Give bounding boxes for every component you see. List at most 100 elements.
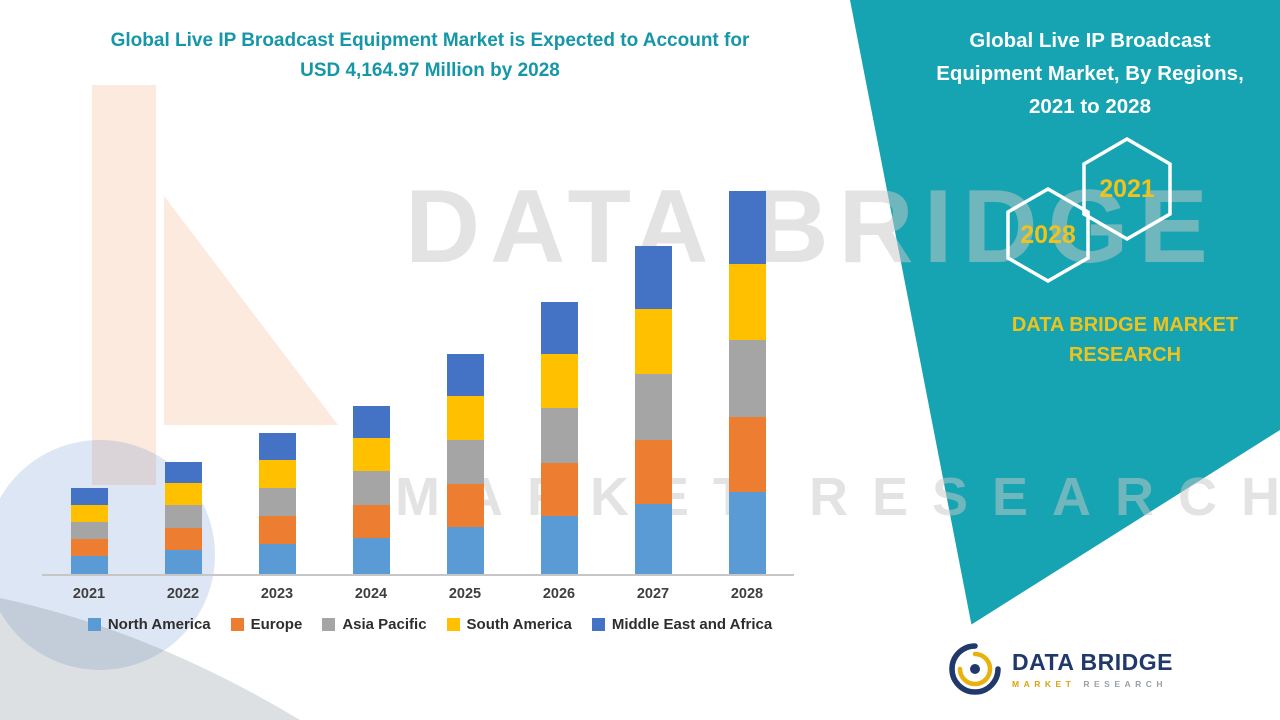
legend-swatch-south-america bbox=[446, 618, 460, 631]
stacked-bar-2023 bbox=[258, 433, 296, 574]
segment-asia-pacific-2023 bbox=[258, 488, 296, 516]
chart-legend: North America Europe Asia Pacific South Ame… bbox=[10, 616, 850, 633]
legend-label-asia-pacific: Asia Pacific bbox=[342, 616, 427, 633]
segment-asia-pacific-2027 bbox=[634, 374, 672, 440]
bar-slot-2023 bbox=[230, 433, 324, 574]
stacked-bar-2028 bbox=[728, 191, 766, 574]
segment-europe-2026 bbox=[540, 463, 578, 516]
stacked-bar-2025 bbox=[446, 354, 484, 574]
segment-middle-east-and-africa-2025 bbox=[446, 354, 484, 396]
segment-north-america-2028 bbox=[728, 492, 766, 574]
brand-text-line2: RESEARCH bbox=[1068, 344, 1182, 366]
bar-slot-2028 bbox=[700, 191, 794, 574]
logo-text: DATA BRIDGE MARKET RESEARCH bbox=[1012, 649, 1173, 689]
legend-item-north-america: North America bbox=[87, 616, 211, 633]
segment-europe-2023 bbox=[258, 516, 296, 544]
x-axis-label-2025: 2025 bbox=[448, 586, 482, 602]
segment-south-america-2027 bbox=[634, 309, 672, 374]
legend-item-europe: Europe bbox=[230, 616, 303, 633]
bar-slot-2026 bbox=[512, 302, 606, 574]
segment-north-america-2022 bbox=[164, 550, 202, 574]
bar-slot-2025 bbox=[418, 354, 512, 574]
segment-asia-pacific-2025 bbox=[446, 440, 484, 484]
page-title-line1: Global Live IP Broadcast Equipment Marke… bbox=[110, 30, 750, 51]
segment-europe-2022 bbox=[164, 528, 202, 550]
segment-middle-east-and-africa-2026 bbox=[540, 302, 578, 354]
bar-slot-2022 bbox=[136, 462, 230, 574]
segment-middle-east-and-africa-2028 bbox=[728, 191, 766, 264]
legend-label-south-america: South America bbox=[466, 616, 572, 633]
legend-item-south-america: South America bbox=[446, 616, 572, 633]
dbmr-logo: DATA BRIDGE MARKET RESEARCH bbox=[948, 642, 1173, 696]
segment-asia-pacific-2021 bbox=[70, 522, 108, 539]
dbmr-logo-icon bbox=[949, 643, 1001, 695]
x-axis-label-2026: 2026 bbox=[542, 586, 576, 602]
brand-text: DATA BRIDGE MARKET RESEARCH bbox=[965, 310, 1280, 370]
legend-item-middle-east-and-africa: Middle East and Africa bbox=[591, 616, 773, 633]
stacked-bar-2021 bbox=[70, 488, 108, 574]
segment-asia-pacific-2022 bbox=[164, 505, 202, 528]
legend-swatch-asia-pacific bbox=[322, 618, 336, 631]
segment-north-america-2021 bbox=[70, 556, 108, 574]
logo-subtext-research: RESEARCH bbox=[1083, 679, 1168, 689]
segment-south-america-2023 bbox=[258, 460, 296, 488]
x-axis-label-2021: 2021 bbox=[72, 586, 106, 602]
x-axis-label-2024: 2024 bbox=[354, 586, 388, 602]
hexagon-2021-label: 2021 bbox=[1099, 175, 1155, 203]
stacked-bar-2022 bbox=[164, 462, 202, 574]
panel-title: Global Live IP Broadcast Equipment Marke… bbox=[920, 24, 1260, 124]
segment-north-america-2026 bbox=[540, 516, 578, 574]
legend-label-europe: Europe bbox=[250, 616, 303, 633]
bar-slot-2021 bbox=[42, 488, 136, 574]
segment-south-america-2021 bbox=[70, 505, 108, 522]
segment-south-america-2022 bbox=[164, 483, 202, 505]
logo-name: DATA BRIDGE bbox=[1012, 649, 1173, 675]
bar-slot-2027 bbox=[606, 246, 700, 574]
legend-swatch-europe bbox=[230, 618, 244, 631]
hexagon-2028-label: 2028 bbox=[1020, 221, 1076, 249]
stacked-bar-2027 bbox=[634, 246, 672, 574]
legend-swatch-middle-east-and-africa bbox=[591, 618, 605, 631]
hexagon-2021 bbox=[1082, 136, 1172, 242]
segment-south-america-2025 bbox=[446, 396, 484, 440]
panel-title-line3: 2021 to 2028 bbox=[1029, 95, 1151, 119]
segment-europe-2028 bbox=[728, 417, 766, 492]
legend-label-north-america: North America bbox=[107, 616, 211, 633]
bar-slot-2024 bbox=[324, 406, 418, 574]
segment-europe-2025 bbox=[446, 484, 484, 527]
x-axis-label-2022: 2022 bbox=[166, 586, 200, 602]
x-axis-label-2023: 2023 bbox=[260, 586, 294, 602]
x-axis-label-2028: 2028 bbox=[730, 586, 764, 602]
segment-north-america-2027 bbox=[634, 504, 672, 574]
panel-title-line2: Equipment Market, By Regions, bbox=[936, 62, 1244, 86]
hexagon-2028 bbox=[1006, 186, 1090, 284]
segment-north-america-2025 bbox=[446, 527, 484, 574]
segment-asia-pacific-2028 bbox=[728, 340, 766, 417]
segment-europe-2021 bbox=[70, 539, 108, 556]
segment-middle-east-and-africa-2021 bbox=[70, 488, 108, 505]
segment-south-america-2024 bbox=[352, 438, 390, 471]
stacked-bar-2024 bbox=[352, 406, 390, 574]
x-axis-label-2027: 2027 bbox=[636, 586, 670, 602]
segment-asia-pacific-2024 bbox=[352, 471, 390, 505]
brand-text-line1: DATA BRIDGE MARKET bbox=[1011, 314, 1239, 336]
legend-item-asia-pacific: Asia Pacific bbox=[322, 616, 427, 633]
segment-middle-east-and-africa-2027 bbox=[634, 246, 672, 309]
x-axis-labels: 2021 2022 2023 2024 2025 2026 2027 2028 bbox=[42, 586, 794, 602]
segment-europe-2027 bbox=[634, 440, 672, 504]
legend-swatch-north-america bbox=[87, 618, 101, 631]
stacked-bar-2026 bbox=[540, 302, 578, 574]
segment-north-america-2024 bbox=[352, 538, 390, 574]
segment-middle-east-and-africa-2023 bbox=[258, 433, 296, 460]
segment-europe-2024 bbox=[352, 505, 390, 538]
legend-label-middle-east-and-africa: Middle East and Africa bbox=[611, 616, 773, 633]
logo-subtext-market: MARKET bbox=[1012, 679, 1076, 689]
segment-middle-east-and-africa-2024 bbox=[352, 406, 390, 438]
segment-asia-pacific-2026 bbox=[540, 408, 578, 463]
segment-south-america-2028 bbox=[728, 264, 766, 340]
segment-south-america-2026 bbox=[540, 354, 578, 408]
page-title-line2: USD 4,164.97 Million by 2028 bbox=[300, 60, 560, 82]
segment-middle-east-and-africa-2022 bbox=[164, 462, 202, 483]
panel-title-line1: Global Live IP Broadcast bbox=[969, 29, 1211, 52]
